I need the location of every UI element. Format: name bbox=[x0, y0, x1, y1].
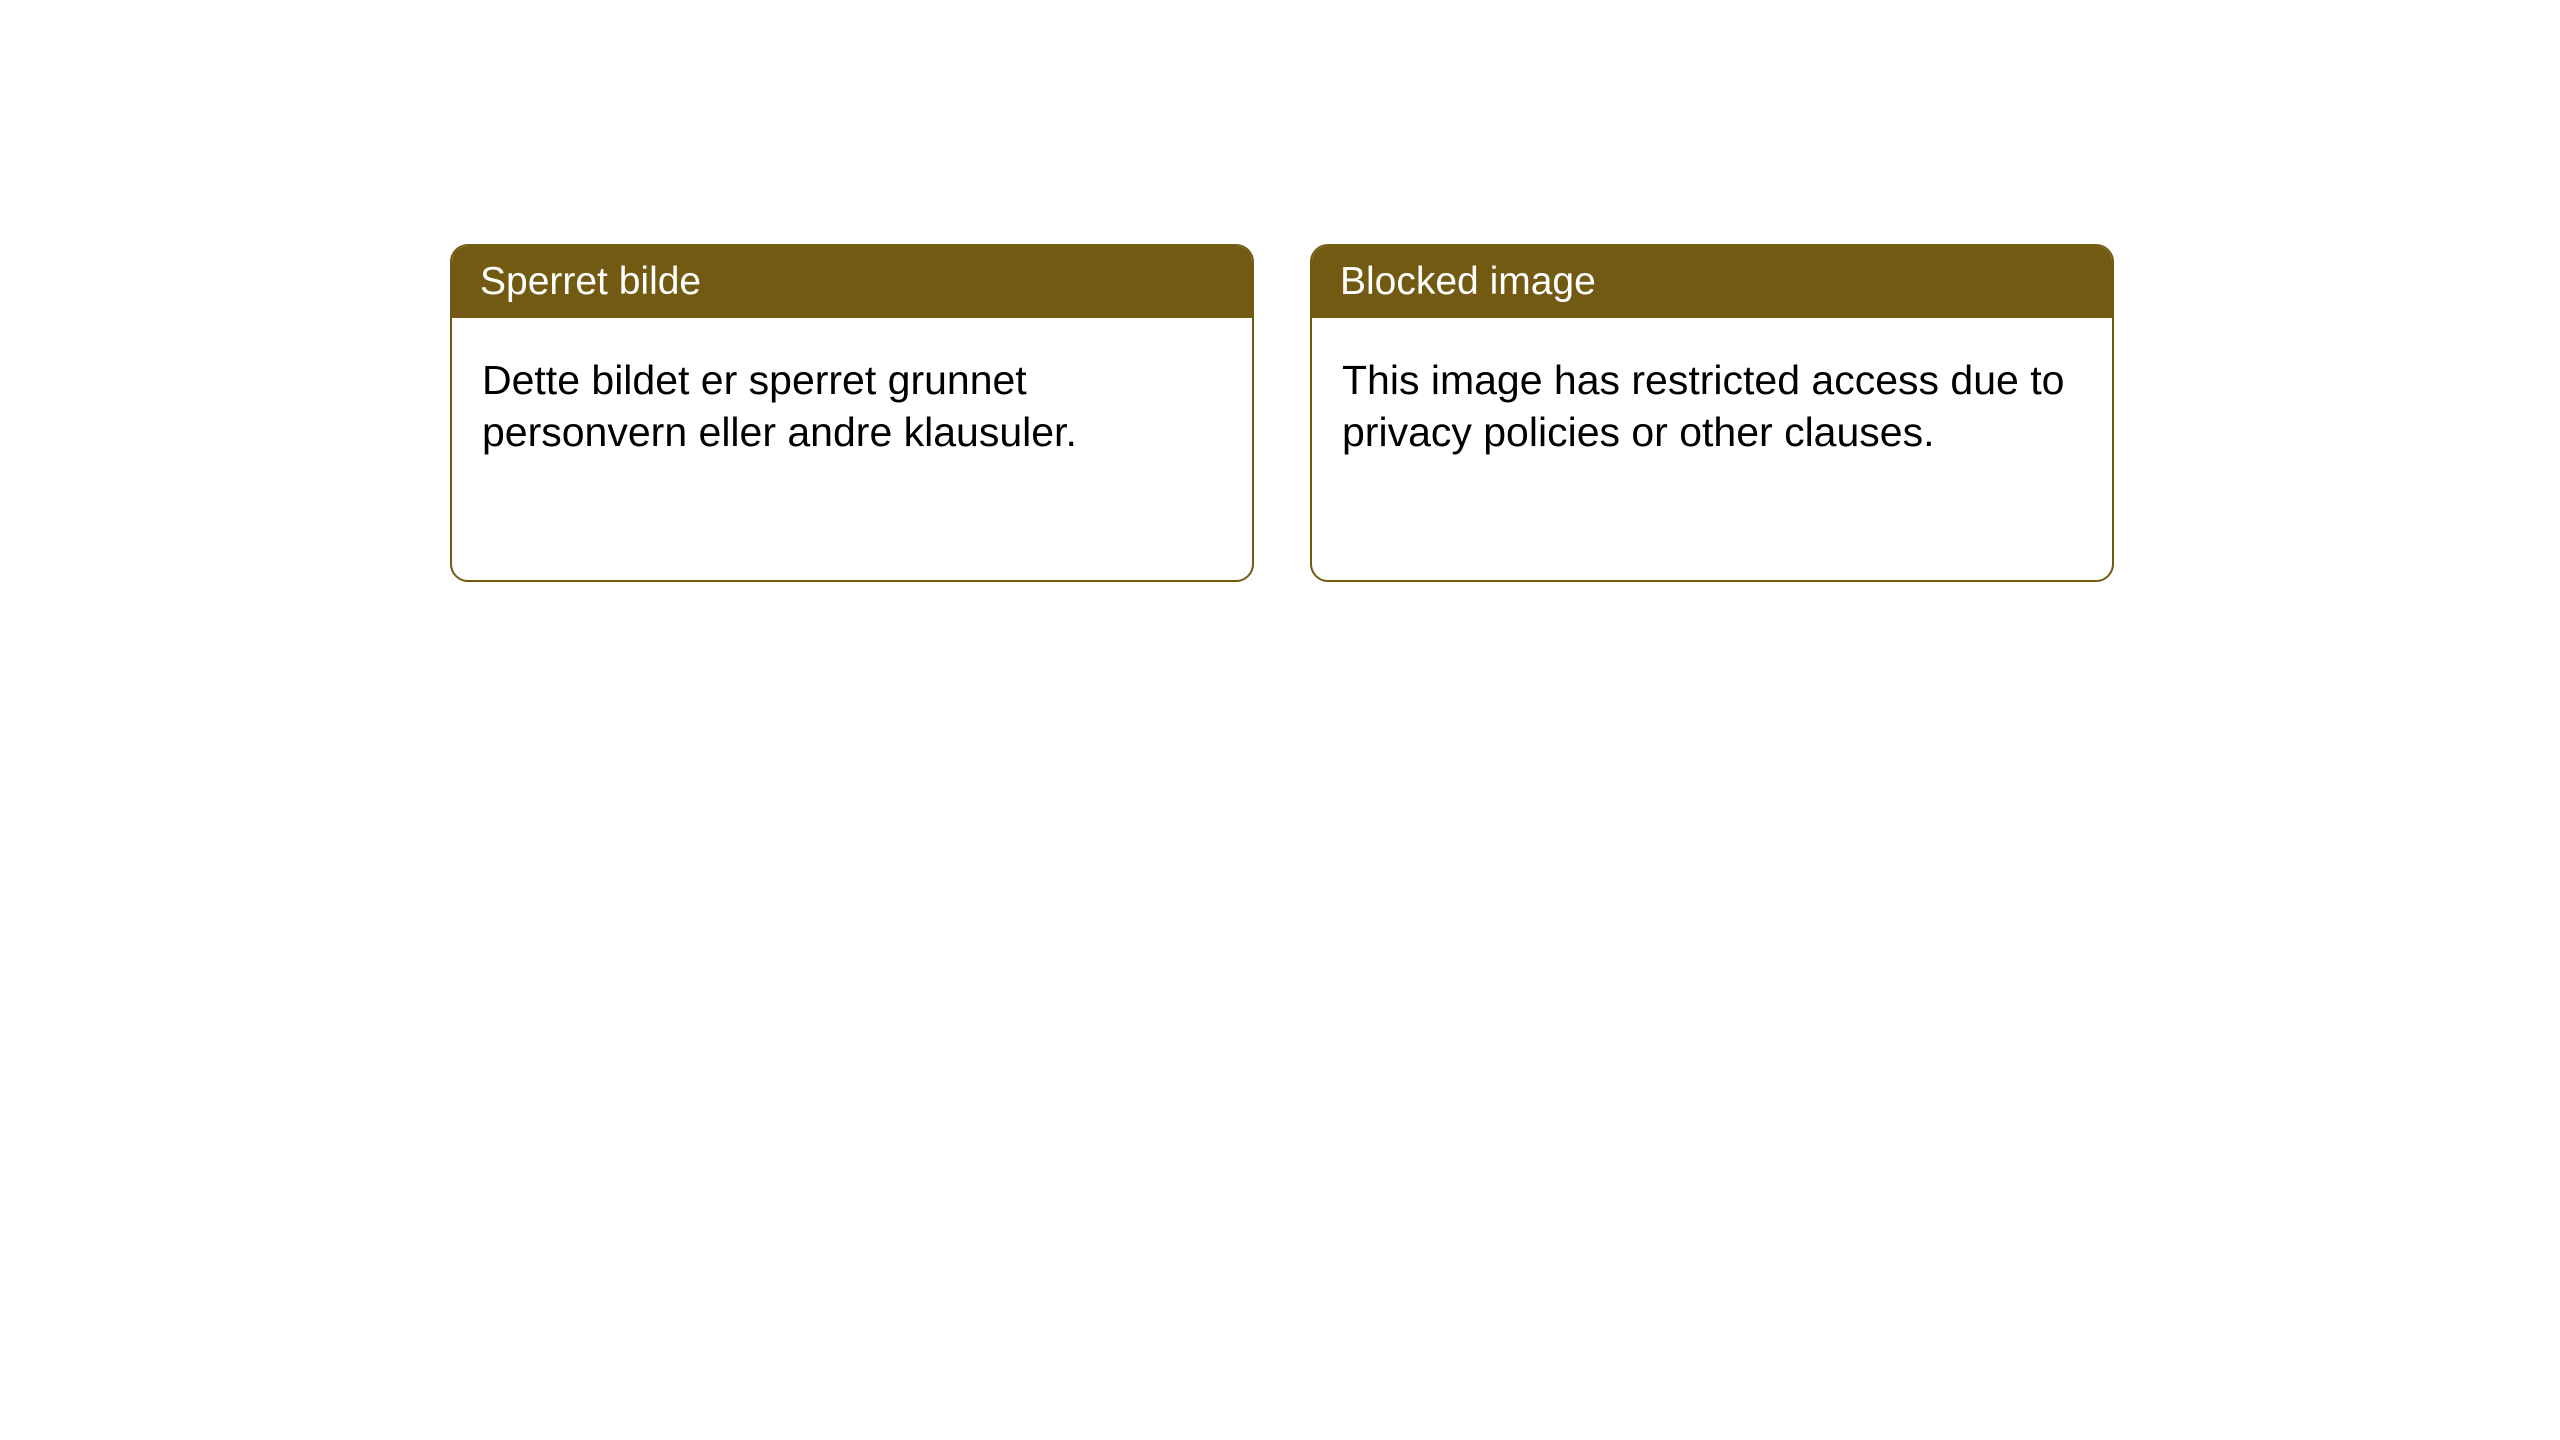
notice-container: Sperret bilde Dette bildet er sperret gr… bbox=[0, 0, 2560, 582]
notice-body: This image has restricted access due to … bbox=[1312, 318, 2112, 495]
notice-body-text: Dette bildet er sperret grunnet personve… bbox=[482, 357, 1077, 455]
notice-header: Sperret bilde bbox=[452, 246, 1252, 318]
notice-card-norwegian: Sperret bilde Dette bildet er sperret gr… bbox=[450, 244, 1254, 582]
notice-title: Sperret bilde bbox=[480, 260, 701, 303]
notice-body: Dette bildet er sperret grunnet personve… bbox=[452, 318, 1252, 495]
notice-title: Blocked image bbox=[1340, 260, 1596, 303]
notice-header: Blocked image bbox=[1312, 246, 2112, 318]
notice-card-english: Blocked image This image has restricted … bbox=[1310, 244, 2114, 582]
notice-body-text: This image has restricted access due to … bbox=[1342, 357, 2064, 455]
